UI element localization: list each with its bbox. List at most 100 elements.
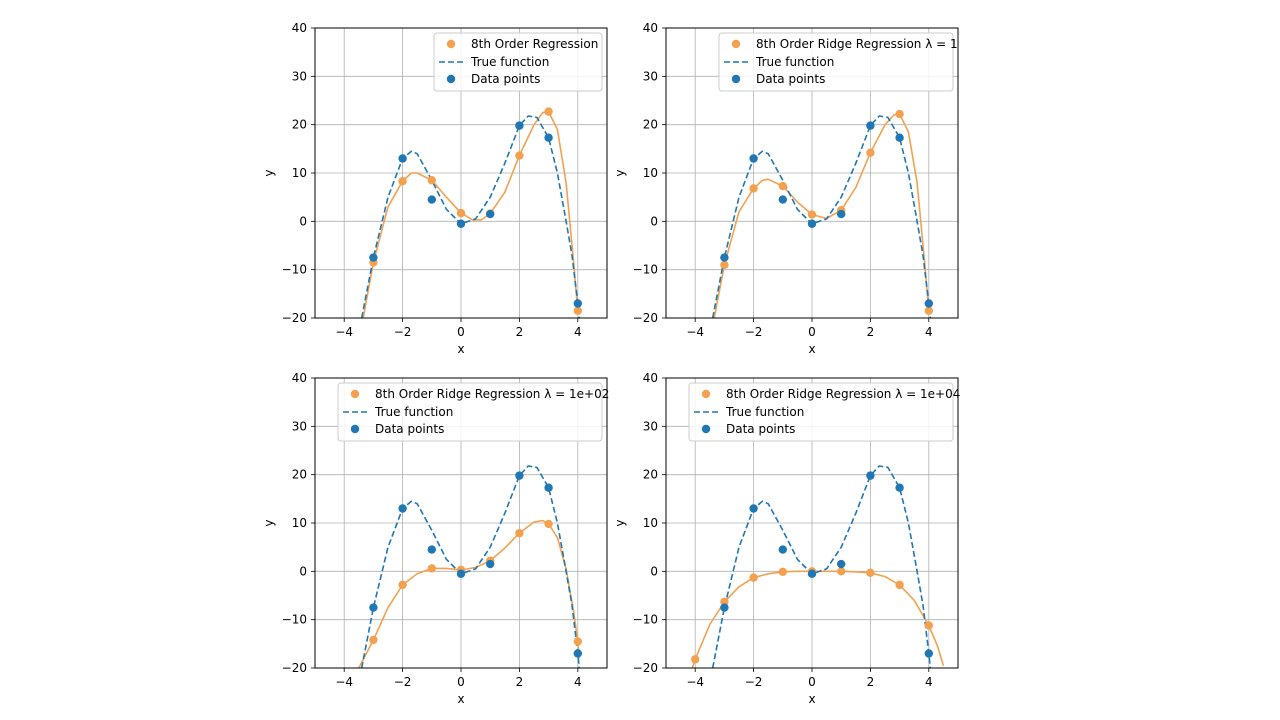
fit-point [369, 635, 378, 645]
data-point [398, 504, 407, 513]
legend-fit-marker [701, 389, 711, 399]
x-tick-label: −4 [686, 675, 704, 689]
fit-point [720, 260, 729, 270]
fit-point [924, 306, 933, 315]
y-tick-label: −20 [282, 311, 307, 325]
data-point [866, 471, 875, 480]
data-point [895, 483, 904, 492]
fit-point [427, 176, 436, 185]
axes-frame [314, 377, 608, 669]
fit-point [544, 107, 553, 116]
data-point [486, 209, 495, 219]
y-axis-label: y [613, 519, 627, 526]
data-point [544, 483, 553, 492]
fit-point [398, 580, 407, 590]
fit-point [456, 208, 466, 218]
y-tick-label: 20 [643, 468, 658, 482]
legend-label-data: Data points [471, 72, 540, 86]
data-point [895, 133, 904, 142]
legend-fit-marker [731, 39, 741, 49]
data-point [398, 154, 407, 163]
y-tick-label: 40 [643, 21, 658, 35]
y-axis-label: y [613, 169, 627, 176]
fit-point [837, 567, 846, 576]
fit-point [778, 567, 787, 577]
data-point [807, 219, 817, 228]
legend: 8th Order Ridge Regression λ = 1e+04 True… [688, 382, 960, 442]
data-point [720, 253, 729, 262]
legend-label-fit: 8th Order Ridge Regression λ = 1 [756, 37, 958, 51]
fit-point [866, 148, 875, 157]
plot-area [691, 465, 945, 668]
y-tick-label: −10 [633, 613, 658, 627]
legend-label-true: True function [374, 405, 453, 419]
legend-label-fit: 8th Order Ridge Regression λ = 1e+02 [375, 387, 609, 401]
fit-point [427, 564, 436, 573]
legend-fit-marker [446, 39, 456, 49]
data-point [427, 545, 436, 554]
data-point [369, 253, 378, 262]
y-tick-label: 0 [299, 564, 307, 578]
data-point [837, 209, 846, 219]
legend: 8th Order Regression True function Data po… [433, 32, 603, 92]
y-tick-label: −20 [633, 311, 658, 325]
x-axis-label: x [457, 342, 464, 356]
x-axis-label: x [808, 692, 815, 706]
data-point [778, 195, 787, 204]
x-tick-label: −2 [394, 675, 412, 689]
y-axis-label: y [262, 519, 276, 526]
x-tick-label: 2 [516, 675, 524, 689]
data-point [456, 569, 466, 578]
axes-frame [665, 377, 959, 669]
y-tick-label: −10 [282, 613, 307, 627]
data-point [515, 121, 524, 130]
data-point [456, 219, 466, 228]
legend: 8th Order Ridge Regression λ = 1e+02 True… [337, 382, 609, 442]
y-tick-label: −20 [633, 661, 658, 675]
true-function-curve [711, 115, 932, 318]
true-function-curve [360, 465, 581, 668]
y-tick-label: 30 [292, 69, 307, 83]
y-tick-label: −10 [282, 263, 307, 277]
legend: 8th Order Ridge Regression λ = 1 True fun… [718, 32, 958, 92]
fit-point [895, 109, 904, 119]
fit-point [895, 580, 904, 590]
y-tick-label: 10 [643, 166, 658, 180]
data-point [866, 121, 875, 130]
x-axis-label: x [808, 342, 815, 356]
y-tick-label: 20 [292, 118, 307, 132]
y-tick-label: 40 [292, 21, 307, 35]
legend-fit-marker [350, 389, 360, 399]
fit-point [749, 184, 758, 193]
plot-area [358, 465, 582, 668]
x-tick-label: 0 [457, 675, 465, 689]
legend-box [433, 32, 603, 92]
y-tick-label: 20 [643, 118, 658, 132]
data-point [720, 603, 729, 612]
x-tick-label: 4 [574, 325, 582, 339]
fit-curve [358, 519, 581, 668]
y-tick-label: 0 [650, 564, 658, 578]
x-tick-label: −2 [394, 325, 412, 339]
fit-point [398, 177, 407, 186]
legend-label-data: Data points [726, 422, 795, 436]
data-point [486, 559, 495, 569]
legend-label-data: Data points [756, 72, 825, 86]
fit-point [778, 181, 787, 191]
fit-point [924, 621, 933, 630]
legend-box [337, 382, 603, 442]
true-function-curve [711, 465, 932, 668]
data-point [749, 154, 758, 163]
data-point [749, 504, 758, 513]
fit-point [807, 210, 817, 219]
fit-point [515, 151, 524, 160]
x-tick-label: 2 [867, 675, 875, 689]
y-axis-label: y [262, 169, 276, 176]
y-tick-label: −10 [633, 263, 658, 277]
axes-frame [665, 27, 959, 319]
plot-area [711, 109, 933, 318]
x-tick-label: 4 [574, 675, 582, 689]
legend-label-data: Data points [375, 422, 444, 436]
x-tick-label: 2 [516, 325, 524, 339]
